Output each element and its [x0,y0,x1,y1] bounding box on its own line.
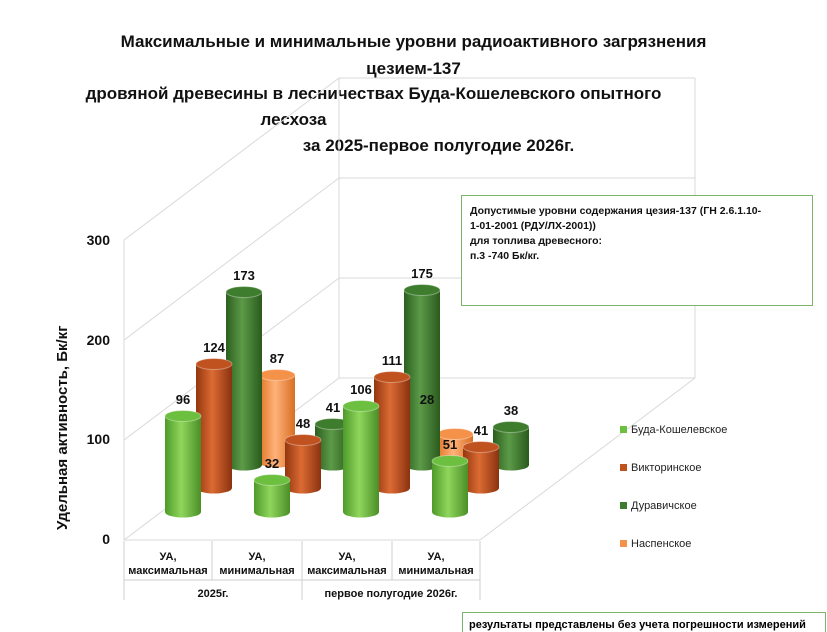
data-label-2-3: 38 [504,403,518,418]
data-label-1-2: 111 [382,353,402,368]
bar-2-1 [314,418,352,471]
gridline-depth-300 [123,77,340,241]
y-tick-100: 100 [86,431,110,447]
data-label-1-3: 41 [474,423,488,438]
bar-0-0 [164,410,202,518]
bar-body-0-2 [343,406,379,518]
category-label-1: УА, максимальная [128,551,208,577]
bar-body-2-3 [493,427,529,471]
data-label-2-1: 41 [326,400,340,415]
category-label-4: УА, минимальная [398,551,474,577]
bar-top-1-2 [373,371,411,383]
chart-title-line-5: за 2025-первое полугодие 2026г. [302,136,575,155]
bar-1-0 [195,358,233,494]
data-label-1-0: 124 [203,340,225,355]
legend-label-viktorinskoe: Викторинское [631,462,702,474]
y-axis-label: Удельная активность, Бк/кг [54,325,71,530]
y-tick-300: 300 [86,232,110,248]
limits-note-line-4: п.3 -740 Бк/кг. [470,250,540,262]
bar-body-1-2 [374,377,410,494]
bar-top-2-2 [403,284,441,296]
bar-top-1-0 [195,358,233,370]
bar-body-0-1 [254,480,290,518]
limits-note: Допустимые уровни содержания цезия-137 (… [461,195,813,306]
bar-body-1-3 [463,447,499,494]
bar-body-2-2 [404,290,440,471]
bar-1-1 [284,434,322,494]
bar-top-1-1 [284,434,322,446]
bar-top-3-0 [258,369,296,381]
legend-label-naspenskoe: Наспенское [631,538,692,550]
bar-top-0-0 [164,410,202,422]
category-label-2: УА, минимальная [219,551,295,577]
data-label-0-0: 96 [176,392,190,407]
chart-title-line-3: дровяной древесины в лесничествах Буда-К… [85,84,662,103]
legend-label-buda: Буда-Кошелевское [631,424,728,436]
data-label-0-2: 106 [350,382,372,397]
y-tick-200: 200 [86,332,110,348]
legend-swatch-duravichskoe [620,502,627,509]
bar-body-0-3 [432,461,468,518]
chart-title-line-2: цезием-137 [366,59,461,78]
bar-1-2 [373,371,411,494]
floor-right-edge [479,377,696,541]
data-label-0-3: 51 [443,437,457,452]
footnote: результаты представлены без учета погреш… [462,612,826,632]
limits-note-line-2: 1-01-2001 (РДУ/ЛХ-2001)) [470,220,596,232]
y-tick-0: 0 [102,531,110,547]
bar-body-2-0 [226,292,262,471]
data-label-3-2: 28 [420,392,434,407]
bar-0-2 [342,400,380,518]
bar-body-1-1 [285,440,321,494]
limits-note-line-3: для топлива древесного: [470,235,603,247]
data-label-1-1: 48 [296,416,310,431]
bar-top-0-1 [253,474,291,486]
legend-swatch-viktorinskoe [620,464,627,471]
bar-2-2 [403,284,441,471]
bar-body-2-1 [315,424,351,471]
bar-body-1-0 [196,364,232,494]
limits-note-line-1: Допустимые уровни содержания цезия-137 (… [470,205,762,217]
bar-top-2-3 [492,421,530,433]
bar-top-0-3 [431,455,469,467]
bar-2-3 [492,421,530,471]
bar-0-3 [431,455,469,518]
bar-top-1-3 [462,441,500,453]
bar-body-0-0 [165,416,201,518]
legend-swatch-naspenskoe [620,540,627,547]
chart-title-line-1: Максимальные и минимальные уровни радиоа… [120,32,707,51]
legend-label-duravichskoe: Дуравичское [631,500,697,512]
data-label-0-1: 32 [265,456,279,471]
gridline-depth-200 [123,177,340,341]
legend-swatch-buda [620,426,627,433]
bar-2-0 [225,286,263,471]
bar-0-1 [253,474,291,518]
data-label-3-0: 87 [270,351,284,366]
data-label-2-2: 175 [411,266,433,281]
category-label-3: УА, максимальная [307,551,387,577]
group-label-2025: 2025г. [197,588,229,600]
group-label-2026: первое полугодие 2026г. [324,588,458,600]
bar-1-3 [462,441,500,494]
bar-top-0-2 [342,400,380,412]
bar-top-2-0 [225,286,263,298]
data-label-2-0: 173 [233,268,255,283]
